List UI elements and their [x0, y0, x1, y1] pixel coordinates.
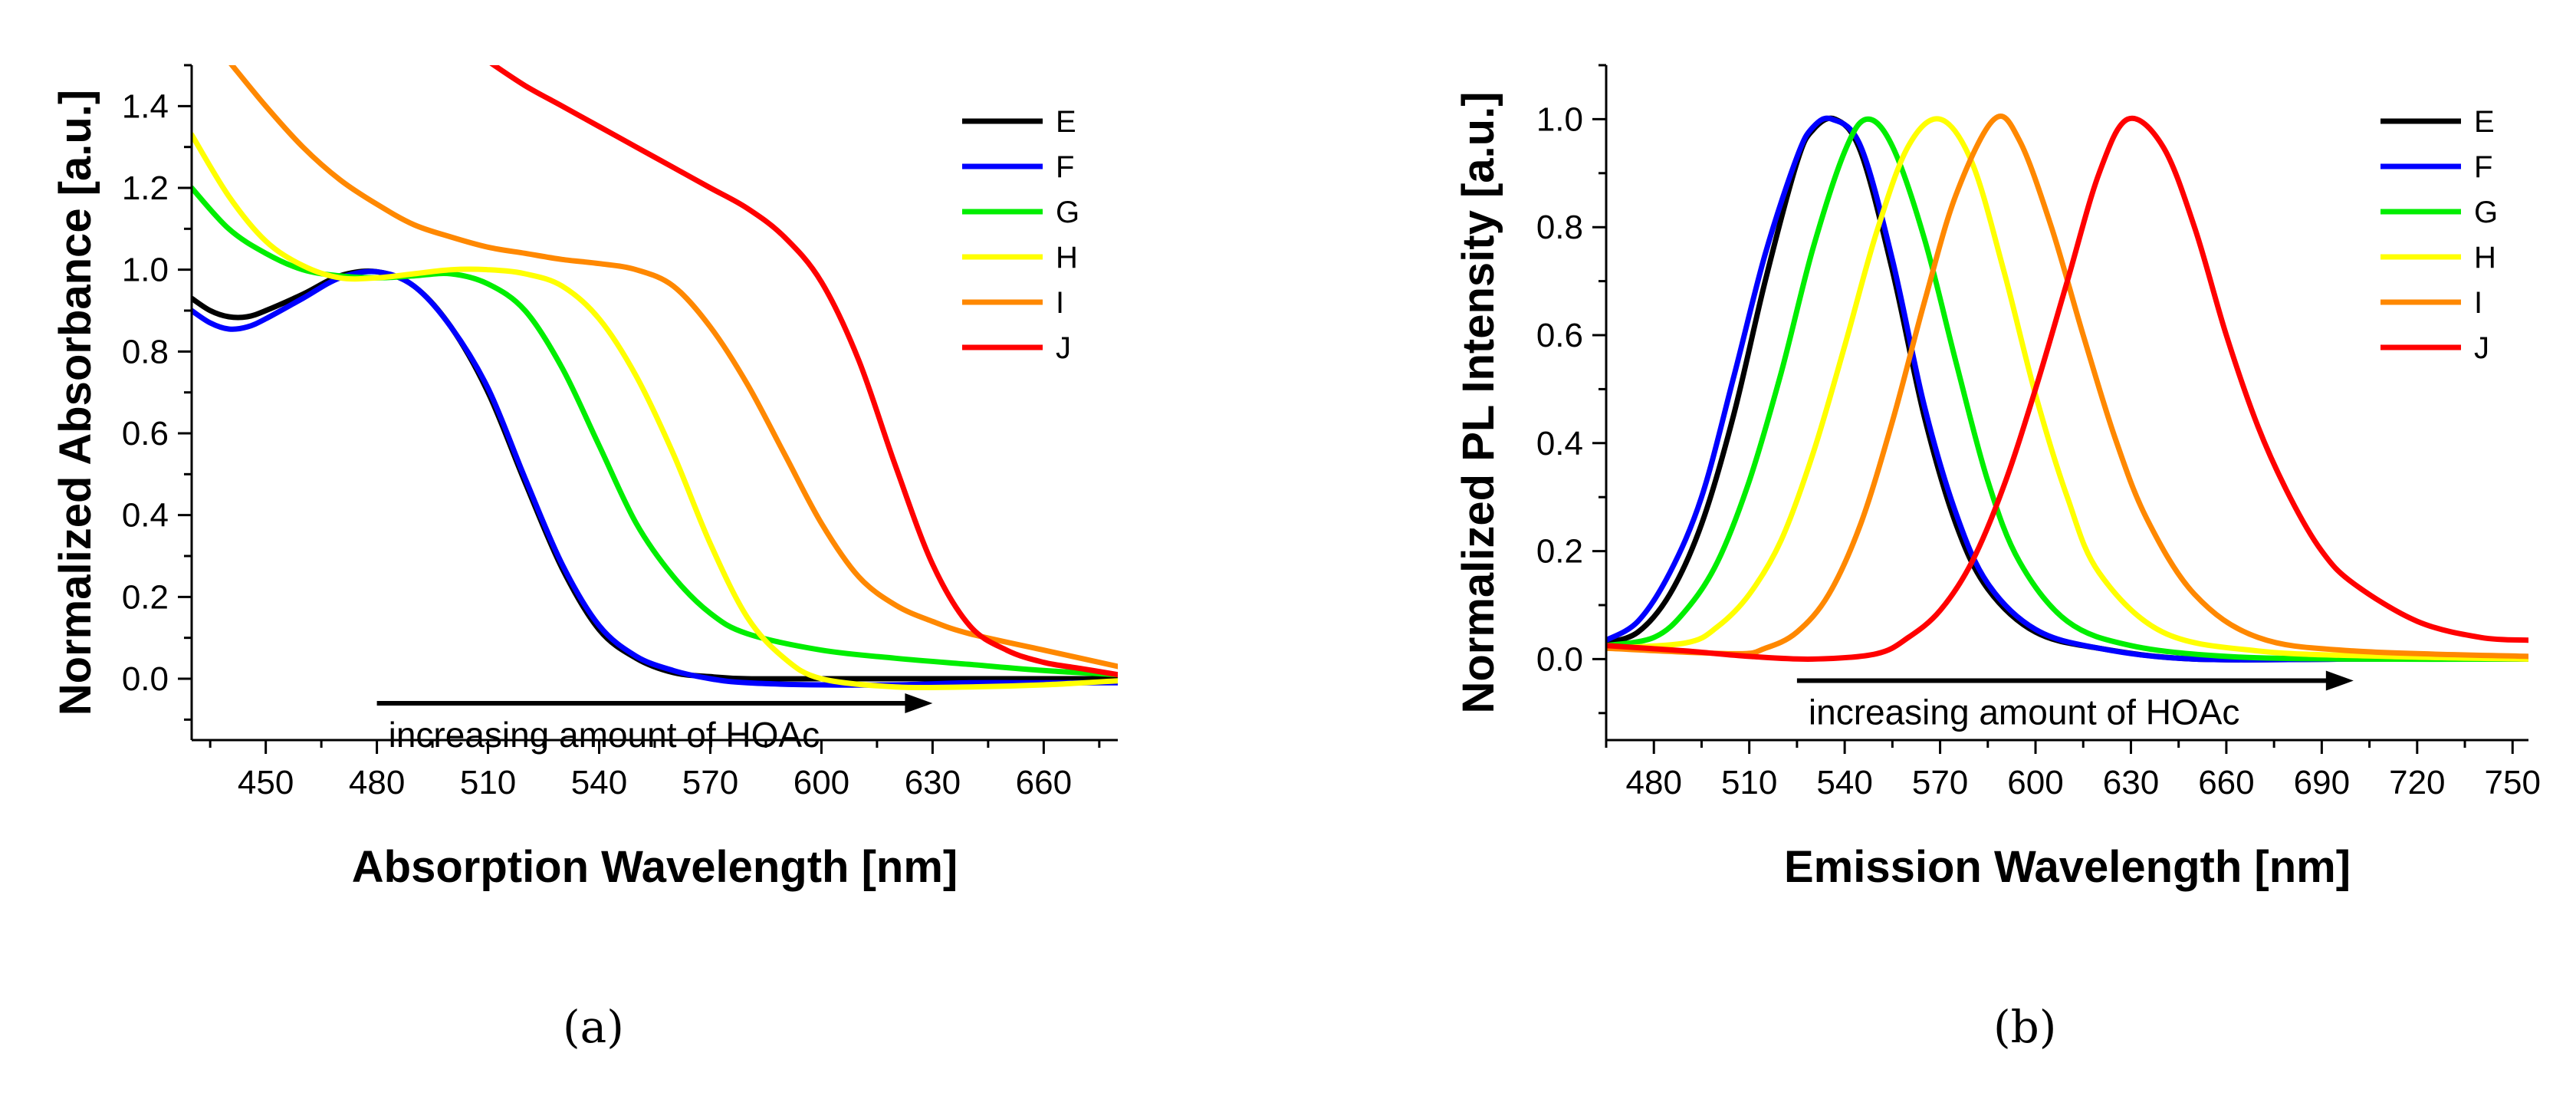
- y-tick-label: 1.0: [122, 252, 169, 289]
- x-tick-label: 660: [2198, 764, 2254, 801]
- x-tick-label: 480: [349, 764, 405, 801]
- x-tick-label: 690: [2294, 764, 2350, 801]
- chart-a: 450 480 510 540 570 600 630 660 0.0 0.2 0.4 0.6 0.8 1…: [51, 64, 1118, 892]
- y-axis-title: Normalized PL Intensity [a.u.]: [1454, 91, 1503, 713]
- series-line-J: [489, 65, 1118, 678]
- plot-area: [1606, 114, 2528, 663]
- legend-label-H: H: [1056, 241, 1078, 275]
- legend-label-J: J: [2474, 331, 2489, 365]
- y-tick-label: 0.0: [1536, 640, 1583, 678]
- legend-label-F: F: [2474, 150, 2492, 184]
- series-line-I: [228, 65, 1118, 670]
- x-tick-label: 750: [2485, 764, 2541, 801]
- arrow-head: [2325, 670, 2354, 691]
- legend-label-I: I: [2474, 286, 2482, 320]
- series-line-F: [192, 268, 1118, 688]
- chart-b: 480 510 540 570 600 630 660 690 720 750 0.0 0.2 0.4 0…: [1454, 64, 2541, 892]
- x-tick-label: 570: [1912, 764, 1968, 801]
- y-tick-label: 0.6: [122, 415, 169, 452]
- y-tick-label: 0.8: [122, 333, 169, 370]
- y-tick-label: 0.4: [1536, 425, 1583, 462]
- legend-label-E: E: [1056, 105, 1076, 139]
- legend-label-J: J: [1056, 331, 1071, 365]
- panel-label-a: (a): [563, 1001, 624, 1053]
- y-tick-label: 0.0: [122, 660, 169, 698]
- x-tick-label: 480: [1626, 764, 1682, 801]
- y-tick-label: 0.2: [1536, 533, 1583, 571]
- y-tick-label: 1.2: [122, 169, 169, 207]
- legend-label-I: I: [1056, 286, 1064, 320]
- y-tick-label: 0.4: [122, 497, 169, 535]
- x-tick-label: 630: [905, 764, 961, 801]
- x-tick-label: 540: [1816, 764, 1872, 801]
- series-line-H: [1606, 116, 2528, 662]
- x-tick-label: 450: [238, 764, 294, 801]
- legend-label-F: F: [1056, 150, 1074, 184]
- legend-label-E: E: [2474, 105, 2495, 139]
- x-tick-label: 630: [2103, 764, 2159, 801]
- x-tick-label: 600: [794, 764, 849, 801]
- y-tick-label: 1.4: [122, 87, 169, 125]
- y-tick-label: 0.6: [1536, 317, 1583, 354]
- series-line-H: [192, 132, 1118, 691]
- x-axis-title: Emission Wavelength [nm]: [1784, 842, 2351, 892]
- legend-label-G: G: [2474, 196, 2498, 229]
- x-axis-title: Absorption Wavelength [nm]: [352, 842, 958, 892]
- series-line-G: [1606, 116, 2528, 663]
- series-line-F: [1606, 115, 2528, 663]
- plot-area: [192, 65, 1118, 691]
- x-tick-label: 510: [1721, 764, 1777, 801]
- x-tick-label: 570: [682, 764, 738, 801]
- x-tick-label: 540: [571, 764, 627, 801]
- x-tick-label: 600: [2007, 764, 2063, 801]
- panel-label-b: (b): [1993, 1001, 2057, 1053]
- x-tick-label: 720: [2389, 764, 2445, 801]
- y-tick-label: 0.2: [122, 578, 169, 616]
- y-tick-label: 1.0: [1536, 100, 1583, 138]
- x-tick-label: 510: [460, 764, 516, 801]
- annotation-text: increasing amount of HOAc: [1809, 693, 2240, 732]
- legend-label-G: G: [1056, 196, 1079, 229]
- x-tick-label: 660: [1016, 764, 1072, 801]
- series-line-I: [1606, 114, 2528, 660]
- y-axis-title: Normalized Absorbance [a.u.]: [51, 90, 100, 716]
- series-line-E: [1606, 115, 2528, 663]
- arrow-head: [905, 693, 933, 713]
- series-line-E: [192, 268, 1118, 682]
- annotation-text: increasing amount of HOAc: [389, 715, 820, 755]
- series-line-G: [192, 185, 1118, 678]
- y-tick-label: 0.8: [1536, 209, 1583, 246]
- legend-label-H: H: [2474, 241, 2496, 275]
- series-line-J: [1606, 115, 2528, 662]
